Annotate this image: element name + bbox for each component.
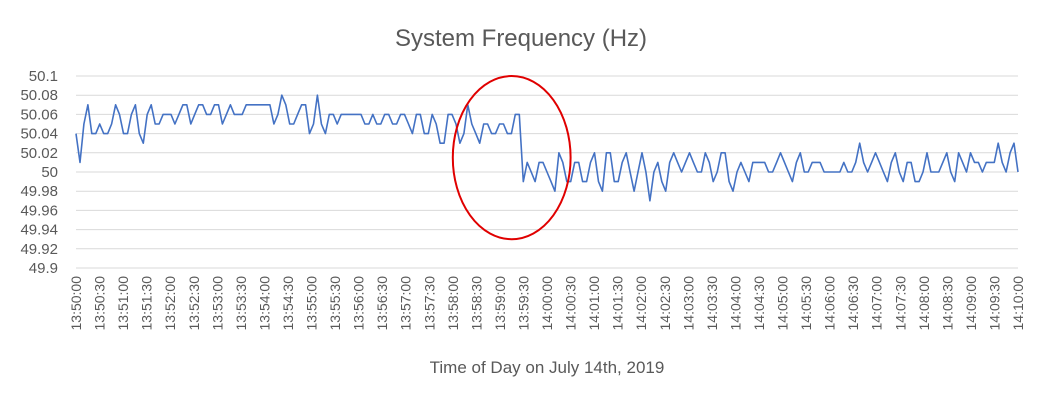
y-tick-label: 50.04 — [20, 126, 58, 143]
y-tick-label: 49.9 — [29, 260, 58, 277]
x-tick-label: 13:52:00 — [162, 276, 178, 331]
x-tick-label: 13:53:30 — [233, 276, 249, 331]
x-tick-label: 13:57:30 — [421, 276, 437, 331]
y-tick-label: 50.02 — [20, 145, 58, 162]
x-axis-ticks: 13:50:00 13:50:30 13:51:00 13:51:30 13:52:00… — [68, 276, 1026, 331]
y-tick-label: 50.06 — [20, 106, 58, 123]
x-tick-label: 14:02:30 — [657, 276, 673, 331]
x-tick-label: 14:05:30 — [798, 276, 814, 331]
y-tick-label: 49.96 — [20, 202, 58, 219]
x-tick-label: 14:06:30 — [845, 276, 861, 331]
x-tick-label: 14:04:00 — [727, 276, 743, 331]
x-tick-label: 13:58:30 — [468, 276, 484, 331]
x-tick-label: 14:04:30 — [751, 276, 767, 331]
x-tick-label: 14:06:00 — [822, 276, 838, 331]
y-tick-label: 49.92 — [20, 241, 58, 258]
x-tick-label: 14:01:30 — [610, 276, 626, 331]
x-tick-label: 13:57:00 — [398, 276, 414, 331]
annotation-ellipse — [451, 75, 572, 241]
chart-title: System Frequency (Hz) — [395, 25, 647, 52]
x-tick-label: 13:50:00 — [68, 276, 84, 331]
x-tick-label: 13:51:30 — [139, 276, 155, 331]
x-tick-label: 13:53:00 — [209, 276, 225, 331]
x-tick-label: 14:09:00 — [963, 276, 979, 331]
x-tick-label: 14:07:00 — [869, 276, 885, 331]
x-tick-label: 14:02:00 — [633, 276, 649, 331]
x-tick-label: 13:55:00 — [304, 276, 320, 331]
x-axis-label: Time of Day on July 14th, 2019 — [430, 358, 665, 377]
x-tick-label: 13:59:30 — [515, 276, 531, 331]
y-tick-label: 50 — [41, 164, 58, 181]
x-tick-label: 13:50:30 — [92, 276, 108, 331]
x-tick-label: 14:00:30 — [563, 276, 579, 331]
x-tick-label: 13:54:00 — [256, 276, 272, 331]
data-points — [75, 94, 1019, 202]
y-tick-label: 49.98 — [20, 183, 58, 200]
x-tick-label: 14:00:00 — [539, 276, 555, 331]
y-tick-label: 50.1 — [29, 68, 58, 85]
series-line — [75, 94, 1019, 202]
x-tick-label: 13:52:30 — [186, 276, 202, 331]
x-tick-label: 13:51:00 — [115, 276, 131, 331]
x-tick-label: 14:05:00 — [775, 276, 791, 331]
y-axis-ticks: 49.9 49.92 49.94 49.96 49.98 50 50.02 50.04 50.0… — [20, 68, 58, 277]
x-tick-label: 14:10:00 — [1010, 276, 1026, 331]
x-tick-label: 13:56:30 — [374, 276, 390, 331]
x-tick-label: 13:59:00 — [492, 276, 508, 331]
y-tick-label: 49.94 — [20, 222, 58, 239]
x-tick-label: 14:07:30 — [892, 276, 908, 331]
x-tick-label: 14:08:30 — [939, 276, 955, 331]
x-tick-label: 14:08:00 — [916, 276, 932, 331]
x-tick-label: 14:03:00 — [680, 276, 696, 331]
x-tick-label: 13:54:30 — [280, 276, 296, 331]
x-tick-label: 13:55:30 — [327, 276, 343, 331]
x-tick-label: 14:03:30 — [704, 276, 720, 331]
x-tick-label: 13:56:00 — [351, 276, 367, 331]
x-tick-label: 14:09:30 — [986, 276, 1002, 331]
y-tick-label: 50.08 — [20, 87, 58, 104]
x-tick-label: 13:58:00 — [445, 276, 461, 331]
x-tick-label: 14:01:00 — [586, 276, 602, 331]
